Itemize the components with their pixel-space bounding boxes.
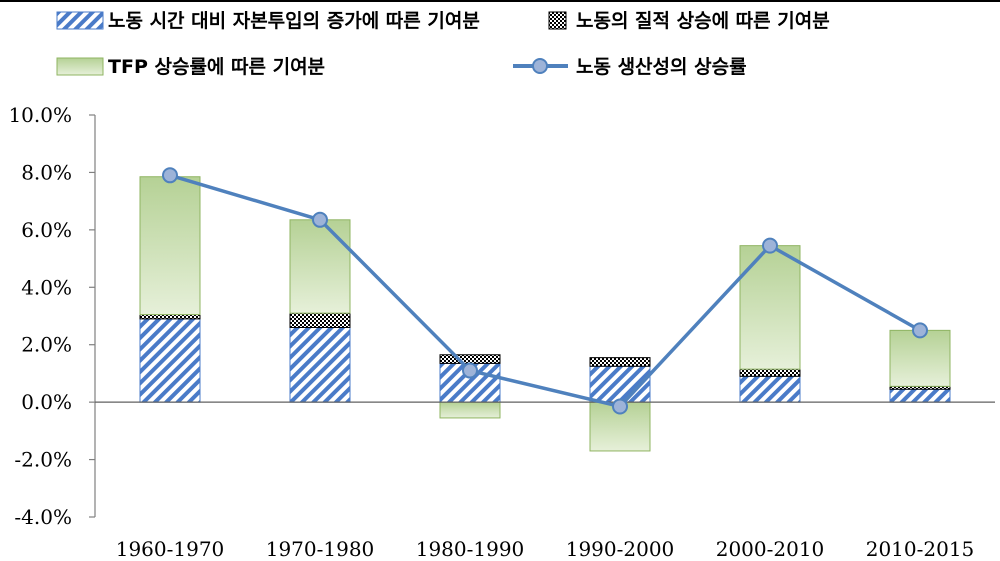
legend-swatch-tfp [56, 57, 104, 76]
bar-capital [139, 318, 201, 403]
y-tick-label: 2.0% [21, 333, 72, 357]
x-tick-label: 2010-2015 [866, 537, 975, 561]
x-tick-label: 1990-2000 [566, 537, 675, 561]
y-tick-label: 6.0% [21, 218, 72, 242]
productivity-point [912, 322, 928, 339]
bar-quality [289, 312, 351, 328]
bar-tfp [289, 219, 351, 314]
legend-label-quality: 노동의 질적 상승에 따른 기여분 [576, 10, 830, 32]
bar-quality [739, 368, 801, 377]
legend-label-tfp: TFP 상승률에 따른 기여분 [108, 56, 325, 78]
productivity-point [462, 362, 478, 379]
bar-tfp [889, 329, 951, 387]
legend-marker-productivity [532, 58, 548, 74]
bar-quality [139, 314, 201, 320]
bar-capital [739, 375, 801, 403]
x-tick-label: 2000-2010 [716, 537, 825, 561]
bar-tfp [739, 245, 801, 370]
legend: 노동 시간 대비 자본투입의 증가에 따른 기여분 노동의 질적 상승에 따른 … [56, 10, 830, 78]
y-tick-label: 4.0% [21, 275, 72, 299]
legend-swatch-quality [548, 11, 567, 30]
productivity-point [162, 167, 178, 184]
legend-label-productivity: 노동 생산성의 상승률 [576, 56, 747, 78]
productivity-point [762, 237, 778, 254]
y-tick-label: 0.0% [21, 390, 72, 414]
bar-capital [289, 326, 351, 403]
bar-capital [889, 388, 951, 403]
bar-tfp [439, 401, 501, 419]
plot-area: 10.0% 8.0% 6.0% 4.0% 2.0% 0.0% -2.0% -4.0% 1960-… [8, 103, 995, 561]
bar-quality [589, 357, 651, 367]
productivity-point [312, 211, 328, 228]
y-tick-label: -4.0% [14, 505, 72, 529]
productivity-line [169, 173, 921, 409]
productivity-point [612, 398, 628, 415]
y-tick-label: -2.0% [14, 448, 72, 472]
y-tick-label: 10.0% [8, 103, 72, 127]
bar-quality [439, 354, 501, 364]
legend-label-capital: 노동 시간 대비 자본투입의 증가에 따른 기여분 [108, 10, 480, 32]
x-tick-label: 1980-1990 [416, 537, 525, 561]
bar-tfp [139, 176, 201, 316]
x-tick-label: 1960-1970 [116, 537, 225, 561]
legend-swatch-capital [56, 11, 104, 30]
y-tick-label: 8.0% [21, 160, 72, 184]
x-tick-label: 1970-1980 [266, 537, 375, 561]
